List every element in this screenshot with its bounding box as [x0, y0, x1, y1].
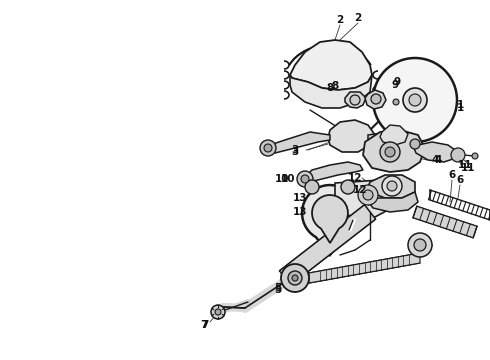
Text: 13: 13 — [293, 207, 307, 217]
Polygon shape — [312, 195, 348, 243]
Circle shape — [371, 94, 381, 104]
Polygon shape — [380, 125, 408, 145]
Text: 8: 8 — [326, 83, 334, 93]
Circle shape — [297, 171, 313, 187]
Circle shape — [409, 94, 421, 106]
Text: 3: 3 — [292, 145, 298, 155]
Text: 6: 6 — [448, 170, 456, 180]
Text: 9: 9 — [393, 77, 400, 87]
Text: 8: 8 — [331, 81, 339, 91]
Polygon shape — [328, 120, 375, 152]
Circle shape — [380, 142, 400, 162]
Text: 5: 5 — [274, 283, 282, 293]
Circle shape — [403, 88, 427, 112]
Text: 13: 13 — [293, 193, 307, 203]
Circle shape — [373, 58, 457, 142]
Circle shape — [264, 144, 272, 152]
Polygon shape — [414, 142, 458, 162]
Text: 2: 2 — [354, 13, 362, 23]
Text: 4: 4 — [431, 155, 439, 165]
Polygon shape — [413, 206, 477, 238]
Text: 6: 6 — [456, 175, 464, 185]
Circle shape — [305, 180, 319, 194]
Polygon shape — [365, 90, 386, 109]
Circle shape — [385, 147, 395, 157]
Circle shape — [387, 181, 397, 191]
Polygon shape — [368, 175, 415, 198]
Circle shape — [358, 185, 378, 205]
Text: 9: 9 — [392, 80, 398, 90]
Text: 12: 12 — [348, 173, 362, 183]
Text: 2: 2 — [336, 15, 343, 25]
Polygon shape — [290, 40, 372, 90]
Text: 1: 1 — [456, 100, 464, 110]
Circle shape — [472, 153, 478, 159]
Circle shape — [215, 309, 221, 315]
Polygon shape — [335, 180, 390, 217]
Circle shape — [301, 175, 309, 183]
Circle shape — [382, 176, 402, 196]
Polygon shape — [290, 75, 372, 108]
Text: 7: 7 — [201, 320, 209, 330]
Polygon shape — [345, 92, 366, 108]
Circle shape — [281, 264, 309, 292]
Text: 1: 1 — [456, 103, 464, 113]
Polygon shape — [302, 185, 358, 255]
Text: 10: 10 — [281, 174, 295, 184]
Circle shape — [414, 239, 426, 251]
Circle shape — [451, 148, 465, 162]
Polygon shape — [279, 205, 375, 285]
Polygon shape — [363, 130, 425, 172]
Text: 5: 5 — [274, 285, 282, 295]
Polygon shape — [368, 132, 415, 148]
Circle shape — [341, 180, 355, 194]
Polygon shape — [309, 253, 420, 283]
Circle shape — [211, 305, 225, 319]
Text: 3: 3 — [292, 147, 298, 157]
Circle shape — [408, 233, 432, 257]
Text: 10: 10 — [275, 174, 289, 184]
Text: 11: 11 — [461, 163, 475, 173]
Text: 4: 4 — [434, 155, 441, 165]
Polygon shape — [305, 162, 363, 182]
Text: 12: 12 — [353, 185, 367, 195]
Circle shape — [260, 140, 276, 156]
Circle shape — [292, 275, 298, 281]
Circle shape — [288, 271, 302, 285]
Text: 7: 7 — [200, 320, 208, 330]
Circle shape — [350, 95, 360, 105]
Circle shape — [410, 139, 420, 149]
Polygon shape — [367, 192, 418, 212]
Circle shape — [363, 190, 373, 200]
Circle shape — [393, 99, 399, 105]
Text: 11: 11 — [458, 160, 472, 170]
Polygon shape — [268, 132, 330, 153]
